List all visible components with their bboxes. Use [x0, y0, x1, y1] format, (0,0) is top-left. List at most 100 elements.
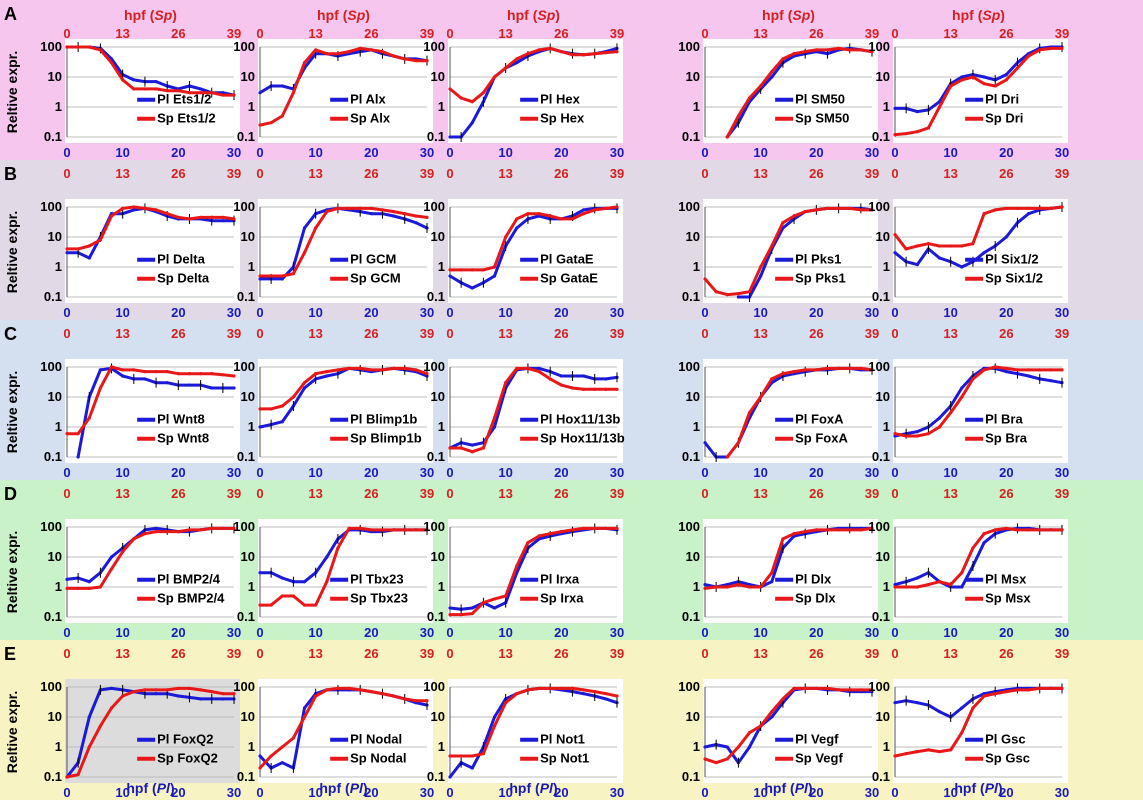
data-point: [358, 688, 362, 692]
bottom-tick-label: 30: [420, 305, 434, 320]
data-point: [470, 100, 474, 104]
y-tick-label: 0.1: [44, 609, 62, 624]
data-point: [725, 455, 729, 459]
y-tick-label: 100: [678, 39, 700, 54]
data-point: [926, 583, 931, 587]
data-point: [414, 368, 418, 372]
bottom-tick-label: 30: [227, 785, 241, 800]
data-point: [537, 534, 541, 538]
data-point: [280, 277, 284, 281]
data-point: [792, 686, 796, 690]
data-point: [98, 238, 102, 242]
y-tick-label: 10: [431, 229, 445, 244]
bottom-tick-label: 10: [943, 305, 957, 320]
data-point: [176, 686, 180, 690]
data-point: [392, 366, 396, 370]
data-point: [582, 53, 586, 57]
legend-label: Pl BMP2/4: [157, 572, 221, 587]
legend-label: Sp Delta: [157, 271, 210, 286]
y-tick-label: 0.1: [237, 769, 255, 784]
data-point: [470, 450, 474, 454]
bottom-tick-label: 0: [446, 305, 453, 320]
top-tick-label: 0: [256, 646, 263, 661]
legend-label: Sp Hox11/13b: [540, 431, 625, 446]
y-tick-label: 1: [55, 419, 62, 434]
top-tick-label: 26: [364, 166, 378, 181]
y-tick-label: 10: [241, 389, 255, 404]
data-point: [221, 697, 225, 701]
data-point: [280, 274, 284, 278]
data-point: [258, 407, 262, 411]
y-tick-label: 1: [248, 579, 255, 594]
data-point: [199, 688, 203, 692]
top-tick-label: 26: [999, 166, 1013, 181]
series-pl-line: [894, 205, 1063, 269]
bottom-tick-label: 10: [498, 145, 512, 160]
y-tick-label: 10: [686, 389, 700, 404]
bottom-tick-label: 0: [701, 465, 708, 480]
legend-label: Sp BMP2/4: [157, 591, 225, 606]
top-tick-label: 0: [701, 486, 708, 501]
bottom-tick-label: 20: [171, 785, 185, 800]
data-point: [302, 226, 307, 230]
data-point: [221, 692, 225, 696]
data-point: [770, 715, 774, 719]
y-tick-label: 10: [876, 389, 890, 404]
data-point: [414, 699, 418, 703]
data-point: [515, 57, 519, 61]
data-point: [825, 528, 830, 532]
data-point: [291, 395, 295, 399]
data-point: [1004, 235, 1008, 239]
data-point: [893, 701, 897, 705]
bottom-tick-label: 30: [1055, 305, 1069, 320]
data-point: [736, 745, 741, 749]
data-point: [187, 686, 192, 690]
data-point: [915, 585, 919, 589]
plot-area: [258, 199, 433, 303]
y-tick-label: 1: [883, 579, 890, 594]
legend-label: Sp Gsc: [985, 751, 1030, 766]
bottom-tick-label: 10: [753, 305, 767, 320]
data-point: [369, 690, 373, 694]
data-point: [904, 434, 908, 438]
y-tick-label: 10: [686, 709, 700, 724]
top-tick-label: 0: [256, 486, 263, 501]
y-tick-label: 0.1: [427, 609, 445, 624]
data-point: [1038, 48, 1042, 52]
bottom-tick-label: 10: [753, 145, 767, 160]
y-tick-label: 100: [233, 39, 255, 54]
data-point: [314, 48, 318, 52]
top-tick-label: 39: [1055, 486, 1069, 501]
y-tick-label: 100: [678, 199, 700, 214]
bottom-tick-label: 10: [753, 785, 767, 800]
data-point: [380, 50, 385, 54]
data-point: [448, 613, 452, 617]
data-point: [403, 57, 407, 61]
data-point: [199, 87, 203, 91]
y-tick-label: 1: [883, 739, 890, 754]
data-point: [448, 268, 452, 272]
bottom-tick-label: 0: [891, 145, 898, 160]
top-tick-label: 0: [256, 166, 263, 181]
data-point: [759, 84, 763, 88]
bottom-tick-label: 20: [999, 465, 1013, 480]
data-point: [176, 694, 180, 698]
data-point: [199, 372, 203, 376]
bottom-tick-label: 0: [891, 785, 898, 800]
data-point: [87, 586, 91, 590]
legend-label: Pl Irxa: [540, 572, 580, 587]
data-point: [492, 425, 497, 429]
data-point: [232, 386, 236, 390]
bottom-tick-label: 10: [308, 145, 322, 160]
data-point: [982, 212, 986, 216]
data-point: [971, 242, 975, 246]
top-tick-label: 39: [420, 646, 434, 661]
data-point: [165, 530, 169, 534]
data-point: [165, 89, 169, 93]
data-point: [537, 366, 541, 370]
data-point: [269, 274, 273, 278]
